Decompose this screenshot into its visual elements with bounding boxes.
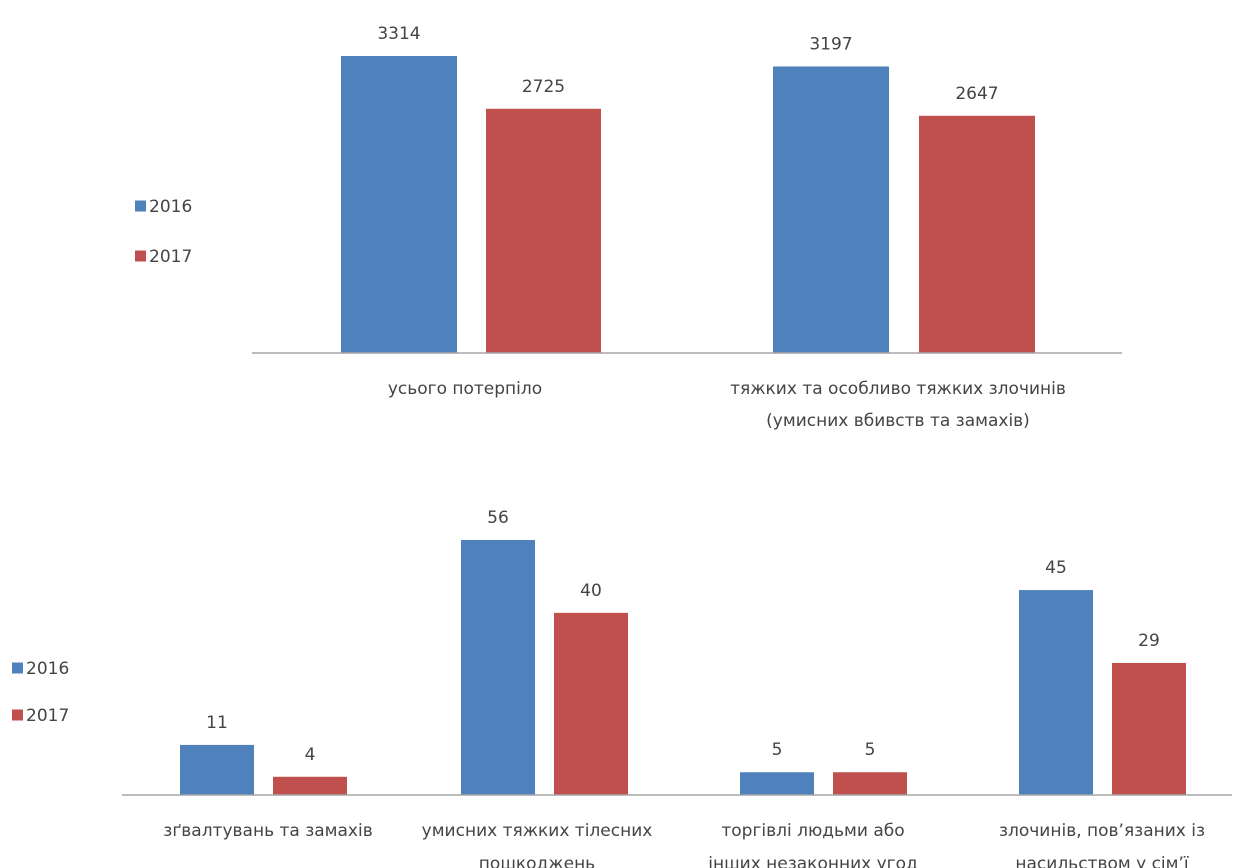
category-label-3-line-1: насильством у сім’ї [1015, 854, 1188, 868]
category-label-1-line-0: тяжких та особливо тяжких злочинів [730, 379, 1066, 399]
legend-swatch-2016 [12, 662, 23, 674]
category-label-2-line-0: торгівлі людьми або [721, 821, 904, 841]
bar-2016-cat-0 [180, 744, 254, 795]
category-label-1-line-1: (умисних вбивств та замахів) [766, 411, 1030, 431]
data-label-2016-cat-3: 45 [1045, 558, 1067, 578]
data-label-2017-cat-0: 2725 [522, 77, 565, 97]
legend-label-2016: 2016 [149, 197, 192, 217]
data-label-2017-cat-0: 4 [305, 745, 316, 765]
data-label-2016-cat-1: 56 [487, 508, 509, 528]
legend-swatch-2016 [135, 200, 146, 212]
data-label-2017-cat-3: 29 [1138, 631, 1160, 651]
data-label-2017-cat-2: 5 [865, 740, 876, 760]
data-label-2016-cat-0: 11 [206, 713, 228, 733]
bar-2017-cat-0 [486, 108, 601, 353]
legend-label-2016: 2016 [26, 659, 69, 679]
data-label-2017-cat-1: 2647 [955, 84, 998, 104]
data-label-2016-cat-2: 5 [772, 740, 783, 760]
bar-2017-cat-1 [919, 115, 1035, 354]
category-label-0-line-0: зґвалтувань та замахів [163, 821, 372, 841]
data-label-2016-cat-1: 3197 [809, 34, 852, 54]
bar-2017-cat-3 [1112, 662, 1186, 795]
category-label-2-line-1: інших незаконних угод [708, 854, 918, 868]
bar-2016-cat-0 [341, 56, 457, 353]
legend-label-2017: 2017 [26, 706, 69, 726]
chart-victims-total: 3314 3197 2725 2647 усього потерпіло тяжких т… [135, 24, 1122, 431]
data-label-2016-cat-0: 3314 [377, 24, 420, 44]
bar-2017-cat-0 [273, 776, 347, 795]
bar-2016-cat-2 [740, 772, 814, 795]
data-label-2017-cat-1: 40 [580, 581, 602, 601]
category-label-3-line-0: злочинів, пов’язаних із [999, 821, 1205, 841]
legend-label-2017: 2017 [149, 247, 192, 267]
bar-2016-cat-1 [773, 66, 889, 353]
legend-swatch-2017 [12, 709, 23, 721]
category-label-1-line-1: пошкоджень [479, 854, 595, 868]
bar-2017-cat-2 [833, 772, 907, 795]
legend-swatch-2017 [135, 250, 146, 262]
bar-2016-cat-3 [1019, 590, 1093, 795]
chart-victims-by-crime: 11 56 5 45 4 40 5 29 зґвалтувань та замахів умисн… [12, 508, 1232, 868]
category-label-1-line-0: умисних тяжких тілесних [422, 821, 653, 841]
bar-2016-cat-1 [461, 540, 535, 795]
category-label-0-line-0: усього потерпіло [388, 379, 542, 399]
bar-2017-cat-1 [554, 612, 628, 795]
